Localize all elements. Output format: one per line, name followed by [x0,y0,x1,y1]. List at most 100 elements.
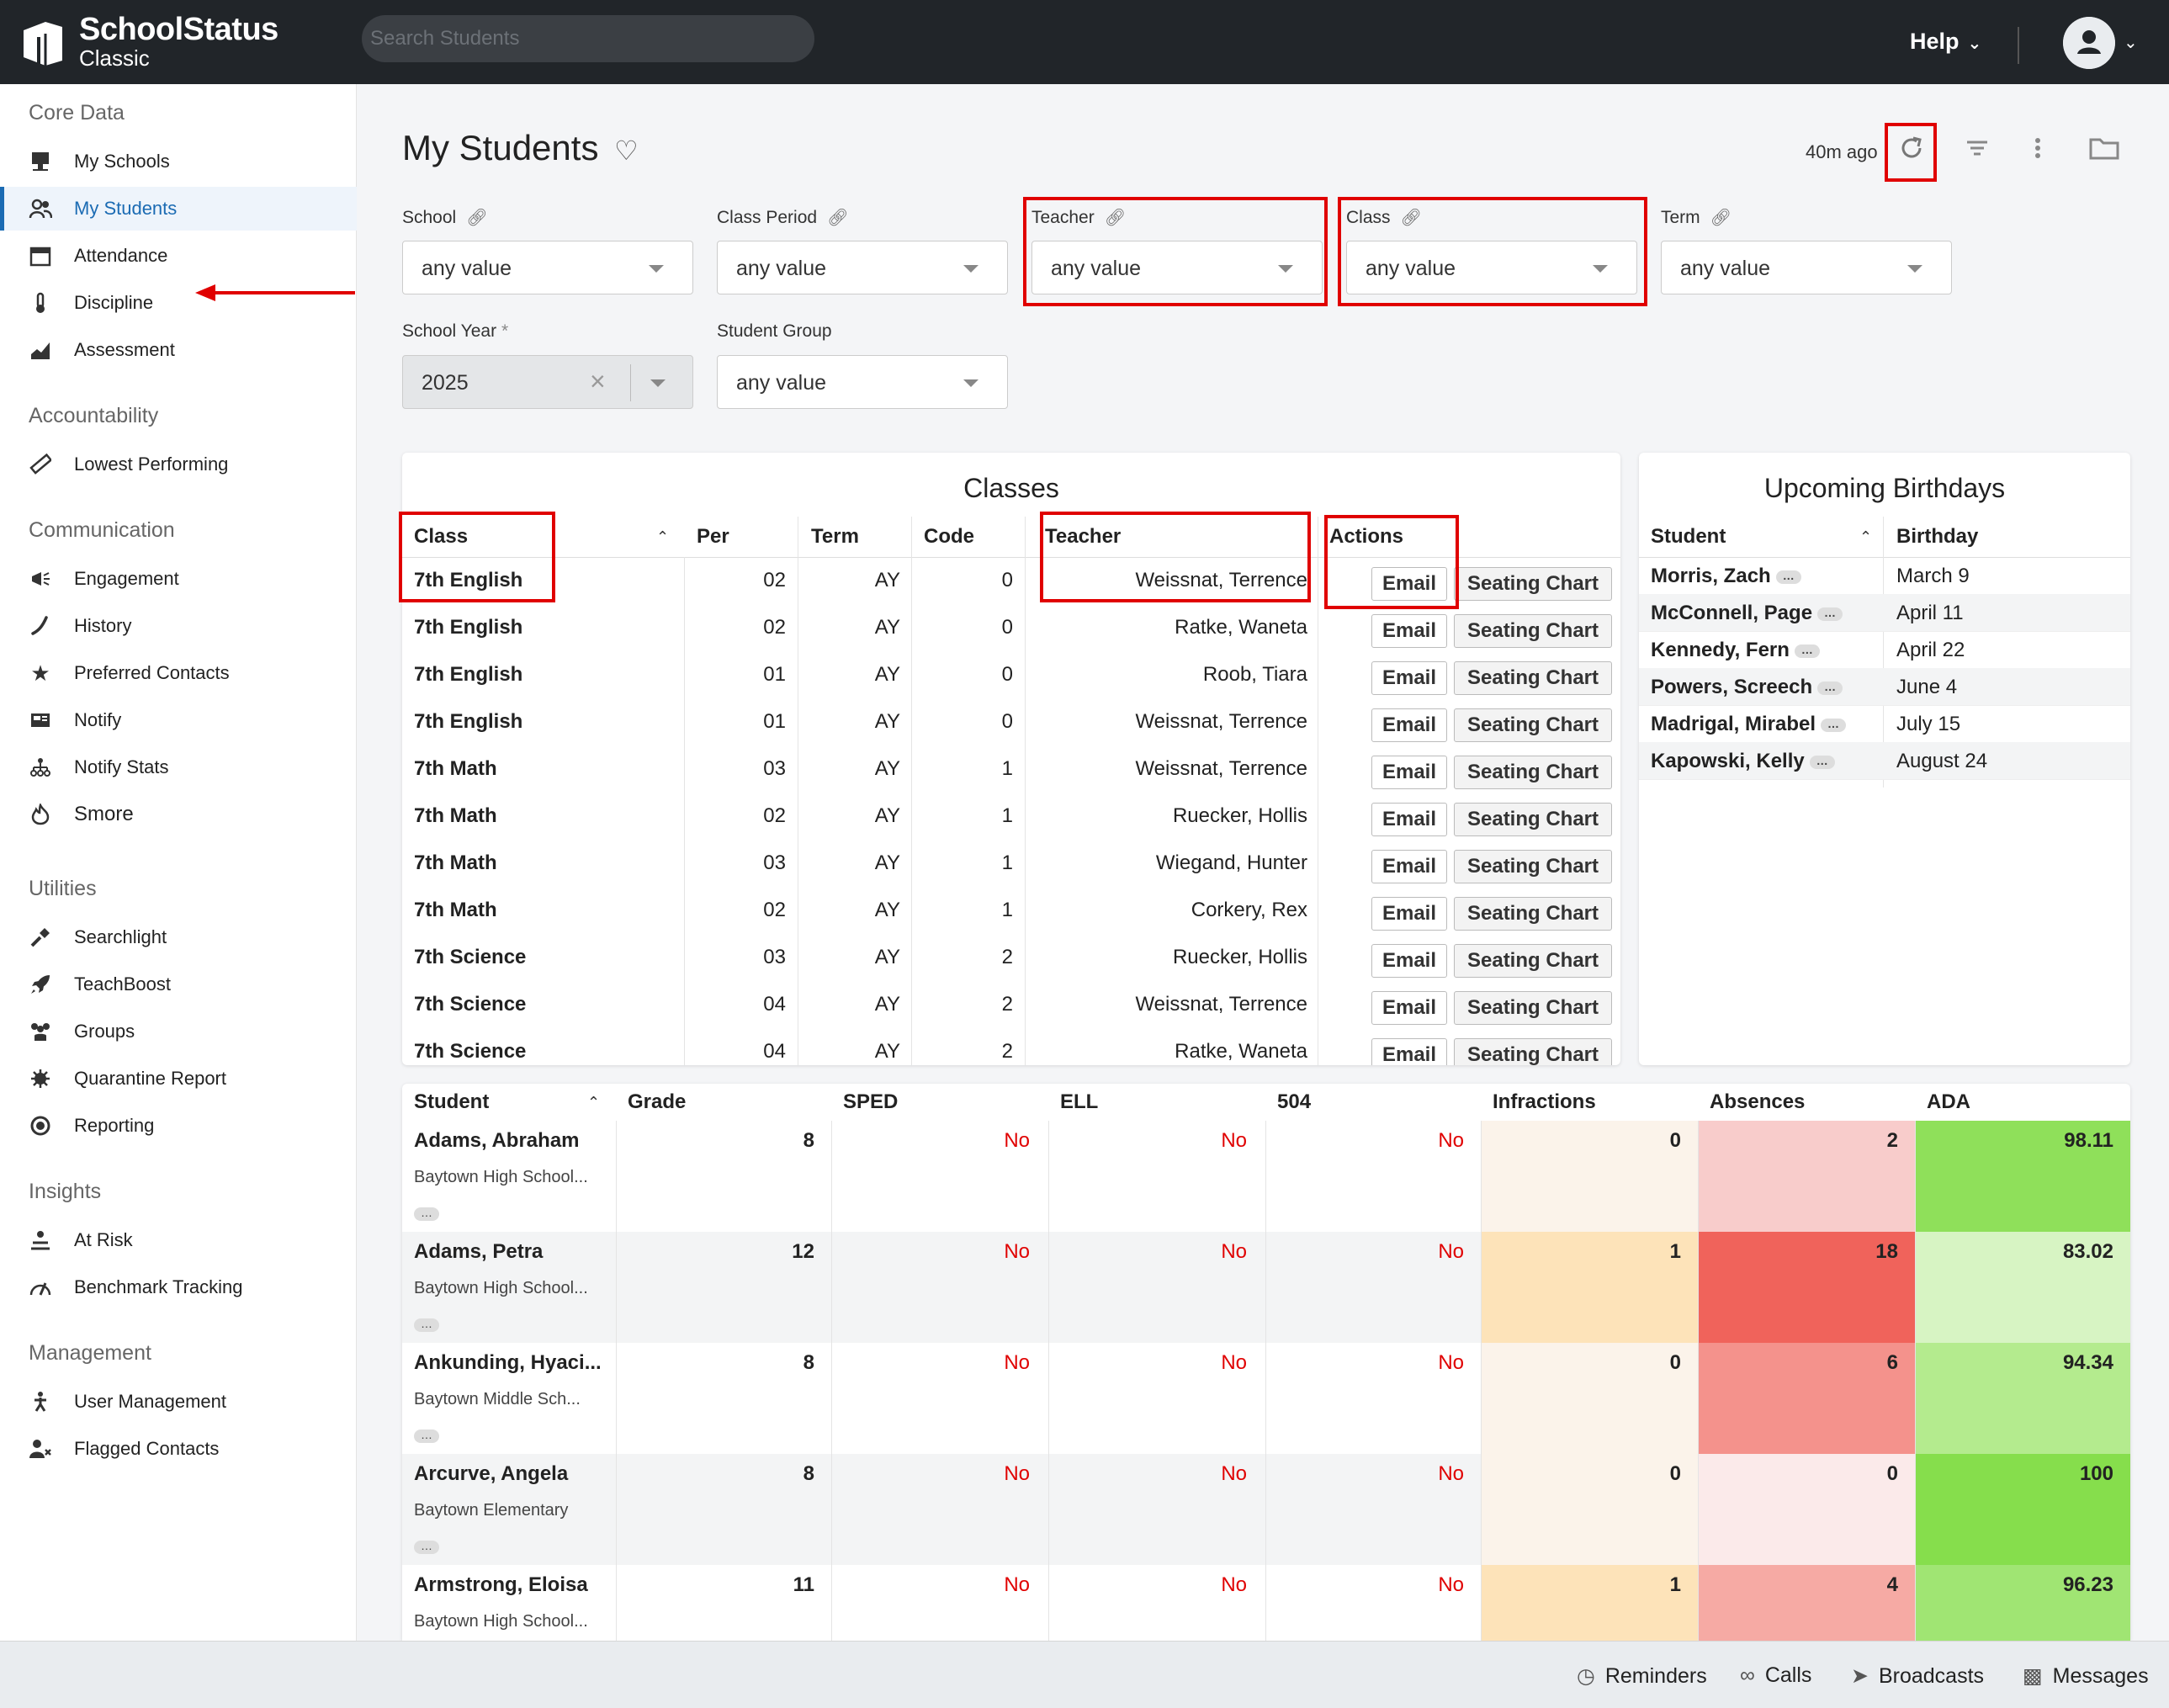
teacher-select[interactable]: any value [1031,241,1323,294]
more-dots-icon[interactable]: … [1775,570,1801,584]
student-name-link[interactable]: Adams, Petra [414,1240,544,1263]
more-dots-icon[interactable]: … [1794,644,1820,658]
birthday-student-cell[interactable]: Kennedy, Fern … [1651,639,1820,662]
sidebar-item-at-risk[interactable]: At Risk [0,1218,357,1262]
student-name[interactable]: McConnell, Page [1651,602,1813,624]
sort-ascending-icon[interactable]: ⌃ [587,1094,601,1111]
col-header-ell[interactable]: ELL [1060,1090,1099,1113]
sidebar-item-engagement[interactable]: Engagement [0,557,357,601]
avatar-chevron-down-icon[interactable]: ⌄ [2124,34,2138,52]
student-group-select[interactable]: any value [717,355,1008,409]
sidebar-item-reporting[interactable]: Reporting [0,1104,357,1148]
birthday-student-cell[interactable]: McConnell, Page… [1651,602,1843,625]
sidebar-item-flagged-contacts[interactable]: Flagged Contacts [0,1427,357,1471]
email-button[interactable]: Email [1371,1038,1447,1065]
search-students-input[interactable] [362,15,814,62]
col-header-504[interactable]: 504 [1277,1090,1312,1113]
seating-chart-button[interactable]: Seating Chart [1454,897,1612,931]
col-header-grade[interactable]: Grade [628,1090,687,1113]
sidebar-item-user-management[interactable]: User Management [0,1380,357,1424]
birthday-student-cell[interactable]: Kapowski, Kelly… [1651,750,1835,773]
sidebar-item-quarantine-report[interactable]: Quarantine Report [0,1057,357,1101]
email-button[interactable]: Email [1371,850,1447,883]
sidebar-item-notify[interactable]: Notify [0,698,357,742]
sidebar-item-discipline[interactable]: Discipline [0,281,357,325]
email-button[interactable]: Email [1371,944,1447,978]
filter-icon[interactable] [1962,133,1992,170]
folder-icon[interactable] [2088,133,2120,170]
favorite-heart-icon[interactable]: ♡ [614,135,639,166]
student-name-link[interactable]: Ankunding, Hyaci... [414,1351,602,1374]
more-vertical-icon[interactable] [2023,133,2053,170]
school-year-select[interactable]: 2025 × [402,355,693,409]
student-name[interactable]: Kennedy, Fern [1651,639,1790,661]
broadcasts-button[interactable]: ➤ Broadcasts [1851,1664,1985,1688]
birthday-student-cell[interactable]: Morris, Zach … [1651,565,1801,588]
email-button[interactable]: Email [1371,991,1447,1025]
sidebar-item-my-schools[interactable]: My Schools [0,140,357,183]
sidebar-item-smore[interactable]: Smore [0,793,357,836]
col-header-teacher[interactable]: Teacher [1045,525,1122,548]
more-dots-icon[interactable]: … [414,1201,439,1225]
refresh-icon[interactable] [1896,133,1927,170]
seating-chart-button[interactable]: Seating Chart [1454,850,1612,883]
seating-chart-button[interactable]: Seating Chart [1454,1038,1612,1065]
seating-chart-button[interactable]: Seating Chart [1454,614,1612,648]
sidebar-item-teachboost[interactable]: TeachBoost [0,963,357,1006]
col-header-sped[interactable]: SPED [843,1090,899,1113]
term-select[interactable]: any value [1661,241,1952,294]
email-button[interactable]: Email [1371,661,1447,695]
seating-chart-button[interactable]: Seating Chart [1454,661,1612,695]
sidebar-item-benchmark-tracking[interactable]: Benchmark Tracking [0,1265,357,1309]
birthday-student-cell[interactable]: Powers, Screech … [1651,676,1843,699]
sidebar-item-history[interactable]: History [0,604,357,648]
seating-chart-button[interactable]: Seating Chart [1454,803,1612,836]
reminders-button[interactable]: ◷ Reminders [1577,1664,1707,1688]
sidebar-item-groups[interactable]: Groups [0,1010,357,1053]
class-period-select[interactable]: any value [717,241,1008,294]
seating-chart-button[interactable]: Seating Chart [1454,944,1612,978]
email-button[interactable]: Email [1371,803,1447,836]
col-header-student[interactable]: Student [414,1090,490,1113]
email-button[interactable]: Email [1371,614,1447,648]
messages-button[interactable]: ▩ Messages [2023,1664,2149,1688]
class-select[interactable]: any value [1346,241,1637,294]
sort-ascending-icon[interactable]: ⌃ [656,528,670,545]
sidebar-item-my-students[interactable]: My Students [0,187,357,231]
col-header-absences[interactable]: Absences [1710,1090,1806,1113]
student-name[interactable]: Powers, Screech [1651,676,1813,698]
seating-chart-button[interactable]: Seating Chart [1454,567,1612,601]
more-dots-icon[interactable]: … [1821,718,1847,732]
sidebar-item-attendance[interactable]: Attendance [0,234,357,278]
user-avatar-icon[interactable] [2063,17,2115,69]
school-select[interactable]: any value [402,241,693,294]
clear-icon[interactable]: × [590,366,606,396]
email-button[interactable]: Email [1371,708,1447,742]
col-header-code[interactable]: Code [924,525,974,548]
sidebar-item-lowest-performing[interactable]: Lowest Performing [0,443,357,486]
help-menu[interactable]: Help ⌄ [1910,29,1981,55]
more-dots-icon[interactable]: … [1817,681,1843,695]
sidebar-item-searchlight[interactable]: Searchlight [0,915,357,959]
sidebar-item-notify-stats[interactable]: Notify Stats [0,745,357,789]
more-dots-icon[interactable]: … [414,1313,439,1336]
more-dots-icon[interactable]: … [414,1424,439,1447]
col-header-birthday[interactable]: Birthday [1896,525,1979,548]
col-header-class[interactable]: Class [414,525,469,548]
more-dots-icon[interactable]: … [1809,755,1835,769]
calls-button[interactable]: ∞ Calls [1740,1663,1812,1687]
student-name[interactable]: Madrigal, Mirabel [1651,713,1816,735]
student-name[interactable]: Morris, Zach [1651,565,1771,587]
student-name-link[interactable]: Arcurve, Angela [414,1462,569,1485]
seating-chart-button[interactable]: Seating Chart [1454,756,1612,789]
birthday-student-cell[interactable]: Madrigal, Mirabel … [1651,713,1847,736]
col-header-term[interactable]: Term [811,525,859,548]
student-name-link[interactable]: Adams, Abraham [414,1129,580,1152]
col-header-per[interactable]: Per [697,525,729,548]
sidebar-item-assessment[interactable]: Assessment [0,328,357,372]
sidebar-item-preferred-contacts[interactable]: ★ Preferred Contacts [0,651,357,695]
email-button[interactable]: Email [1371,756,1447,789]
email-button[interactable]: Email [1371,567,1447,601]
email-button[interactable]: Email [1371,897,1447,931]
student-name-link[interactable]: Armstrong, Eloisa [414,1573,588,1596]
